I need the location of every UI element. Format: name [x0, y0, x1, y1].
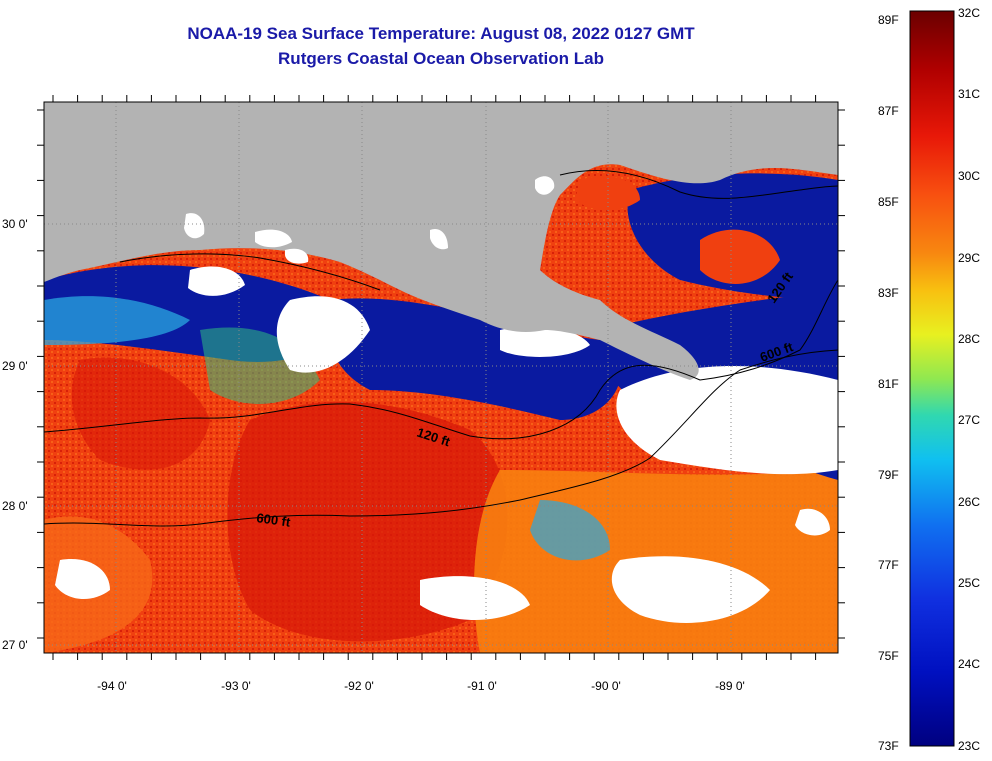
lat-label: 27 0'	[2, 638, 28, 652]
cloud-west	[55, 559, 110, 600]
colorbar-label-c: 23C	[958, 739, 980, 753]
cloud-southeast	[611, 556, 770, 623]
warm-patch-bay	[575, 176, 640, 211]
lon-label: -94 0'	[97, 679, 127, 693]
map-title-line2: Rutgers Coastal Ocean Observation Lab	[278, 49, 604, 68]
lake-1	[255, 229, 292, 248]
contour-120ft	[44, 279, 838, 440]
cold-coastal-central	[326, 298, 621, 420]
colorbar-label-f: 87F	[878, 104, 899, 118]
map-frame	[43, 101, 839, 654]
colorbar-label-f: 73F	[878, 739, 899, 753]
lat-label: 30 0'	[2, 217, 28, 231]
lat-label: 29 0'	[2, 359, 28, 373]
cloud-south-central	[420, 576, 530, 620]
coastline-west	[119, 253, 381, 291]
lake-5	[184, 213, 205, 239]
colorbar-label-f: 89F	[878, 13, 899, 27]
lat-label: 28 0'	[2, 499, 28, 513]
colorbar-c-labels: 32C 31C 30C 29C 28C 27C 26C 25C 24C 23C	[958, 6, 980, 753]
cyan-fringe-west	[44, 296, 190, 345]
lon-label: -91 0'	[467, 679, 497, 693]
contour-600ft	[44, 349, 838, 527]
cloud-delta	[500, 325, 590, 357]
cyan-patch-south	[530, 500, 610, 561]
lon-label: -93 0'	[221, 679, 251, 693]
latitude-labels: 30 0' 29 0' 28 0' 27 0'	[2, 217, 28, 652]
warm-patch-northeast	[700, 229, 780, 284]
axis-ticks	[37, 95, 845, 660]
colorbar-label-c: 32C	[958, 6, 980, 20]
lon-label: -89 0'	[715, 679, 745, 693]
colorbar-label-f: 75F	[878, 649, 899, 663]
lake-3	[430, 228, 448, 250]
colorbar-label-c: 27C	[958, 413, 980, 427]
graticule	[44, 102, 838, 653]
lake-4	[535, 176, 555, 195]
colorbar-gradient	[909, 10, 955, 747]
colorbar-f-labels: 89F 87F 85F 83F 81F 79F 77F 75F 73F	[878, 13, 899, 753]
colorbar-label-c: 28C	[958, 332, 980, 346]
colorbar-label-c: 26C	[958, 495, 980, 509]
colorbar-label-c: 31C	[958, 87, 980, 101]
longitude-labels: -94 0' -93 0' -92 0' -91 0' -90 0' -89 0…	[97, 679, 745, 693]
cloud-coastal-west	[188, 266, 245, 296]
colorbar-label-c: 30C	[958, 169, 980, 183]
map-field	[44, 102, 838, 653]
lon-label: -92 0'	[344, 679, 374, 693]
lake-2	[285, 248, 309, 264]
map-title-line1: NOAA-19 Sea Surface Temperature: August …	[187, 24, 695, 43]
hot-water-west	[71, 357, 210, 470]
cloud-east	[616, 366, 838, 475]
colorbar-label-f: 85F	[878, 195, 899, 209]
lon-label: -90 0'	[591, 679, 621, 693]
colorbar-label-f: 77F	[878, 558, 899, 572]
cloud-coastal	[276, 296, 370, 373]
colorbar-label-f: 81F	[878, 377, 899, 391]
colorbar-label-c: 24C	[958, 657, 980, 671]
colorbar-label-f: 83F	[878, 286, 899, 300]
coastline-east	[559, 170, 838, 199]
colorbar-label-c: 25C	[958, 576, 980, 590]
colorbar-label-f: 79F	[878, 468, 899, 482]
cloud-far-east	[795, 508, 830, 536]
colorbar-label-c: 29C	[958, 251, 980, 265]
contour-label-600ft: 600 ft	[256, 510, 292, 530]
